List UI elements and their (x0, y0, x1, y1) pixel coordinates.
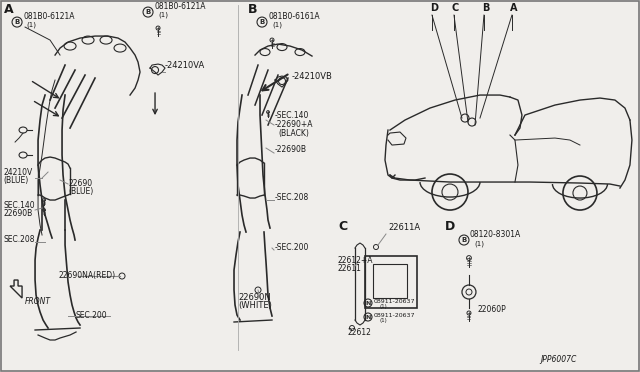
Text: C: C (338, 220, 347, 233)
Text: (WHITE): (WHITE) (238, 301, 272, 310)
Text: SEC.140: SEC.140 (3, 201, 35, 210)
Text: B: B (482, 3, 490, 13)
Text: -SEC.208: -SEC.208 (275, 193, 309, 202)
Text: -22690B: -22690B (275, 145, 307, 154)
Text: C: C (452, 3, 460, 13)
Text: -24210VB: -24210VB (292, 72, 333, 81)
Text: 22611A: 22611A (388, 223, 420, 232)
Text: B: B (15, 19, 20, 25)
Text: (1): (1) (272, 21, 282, 28)
Bar (365, 256, 417, 308)
Text: -SEC.200: -SEC.200 (275, 243, 309, 252)
Text: A: A (4, 3, 13, 16)
Text: (1): (1) (380, 318, 388, 323)
Text: 08911-20637: 08911-20637 (374, 298, 415, 304)
Text: 22611: 22611 (338, 264, 362, 273)
Text: 22690: 22690 (68, 179, 92, 188)
Text: (1): (1) (380, 304, 388, 309)
Text: 22060P: 22060P (478, 305, 507, 314)
Text: 081B0-6161A: 081B0-6161A (268, 12, 319, 21)
Text: B: B (145, 9, 150, 15)
Text: 22690B: 22690B (3, 209, 32, 218)
Text: N: N (365, 314, 371, 320)
Text: 081B0-6121A: 081B0-6121A (154, 2, 205, 11)
Text: (BLUE): (BLUE) (68, 187, 93, 196)
Text: N: N (365, 301, 371, 305)
Text: (BLACK): (BLACK) (278, 129, 309, 138)
Text: 22612+A: 22612+A (338, 256, 374, 265)
Text: D: D (430, 3, 438, 13)
Text: JPP6007C: JPP6007C (540, 355, 577, 364)
Text: (1): (1) (158, 11, 168, 17)
Text: 24210V: 24210V (3, 168, 32, 177)
Text: B: B (461, 237, 467, 243)
Text: B: B (248, 3, 257, 16)
Text: (BLUE): (BLUE) (3, 176, 28, 185)
Text: 08120-8301A: 08120-8301A (470, 230, 521, 239)
Text: FRONT: FRONT (25, 297, 51, 306)
Text: (1): (1) (26, 21, 36, 28)
Text: D: D (445, 220, 455, 233)
Text: -SEC.140: -SEC.140 (275, 111, 309, 120)
Text: 22612: 22612 (348, 328, 372, 337)
Text: 08911-20637: 08911-20637 (374, 312, 415, 318)
Text: SEC.208: SEC.208 (3, 235, 35, 244)
Text: SEC.200: SEC.200 (75, 311, 107, 320)
Text: 22690NA(RED): 22690NA(RED) (58, 271, 115, 280)
Text: A: A (510, 3, 518, 13)
Bar (373, 264, 407, 298)
Text: -24210VA: -24210VA (165, 61, 205, 70)
Text: B: B (259, 19, 264, 25)
Text: 081B0-6121A: 081B0-6121A (23, 12, 74, 21)
Text: -22690+A: -22690+A (275, 120, 314, 129)
Text: (1): (1) (474, 240, 484, 247)
Text: 22690N: 22690N (238, 293, 271, 302)
